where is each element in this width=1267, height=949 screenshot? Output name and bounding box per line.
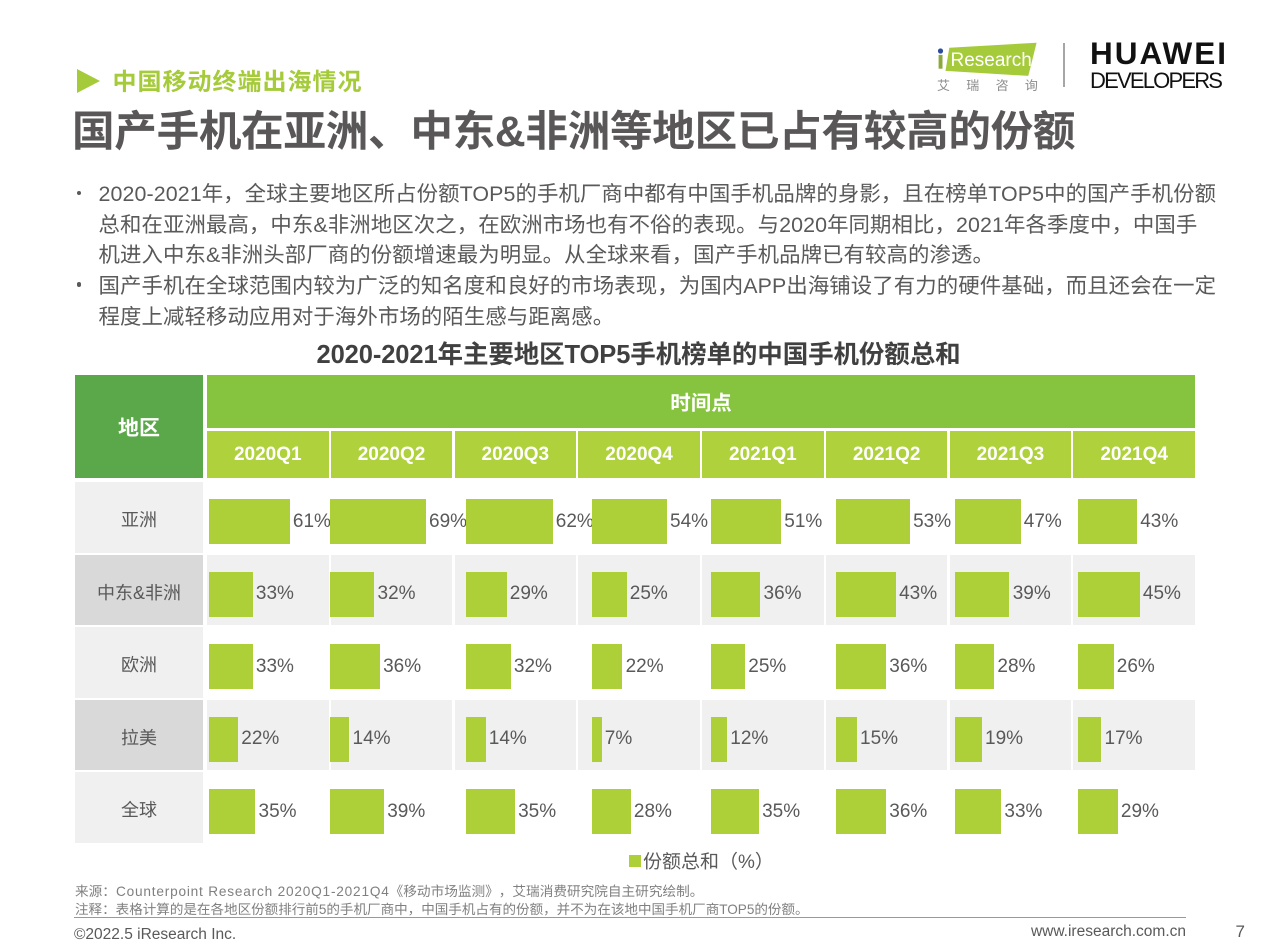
svg-text:艾瑞咨询: 艾瑞咨询 xyxy=(937,78,1050,93)
svg-text:Research: Research xyxy=(951,50,1032,71)
